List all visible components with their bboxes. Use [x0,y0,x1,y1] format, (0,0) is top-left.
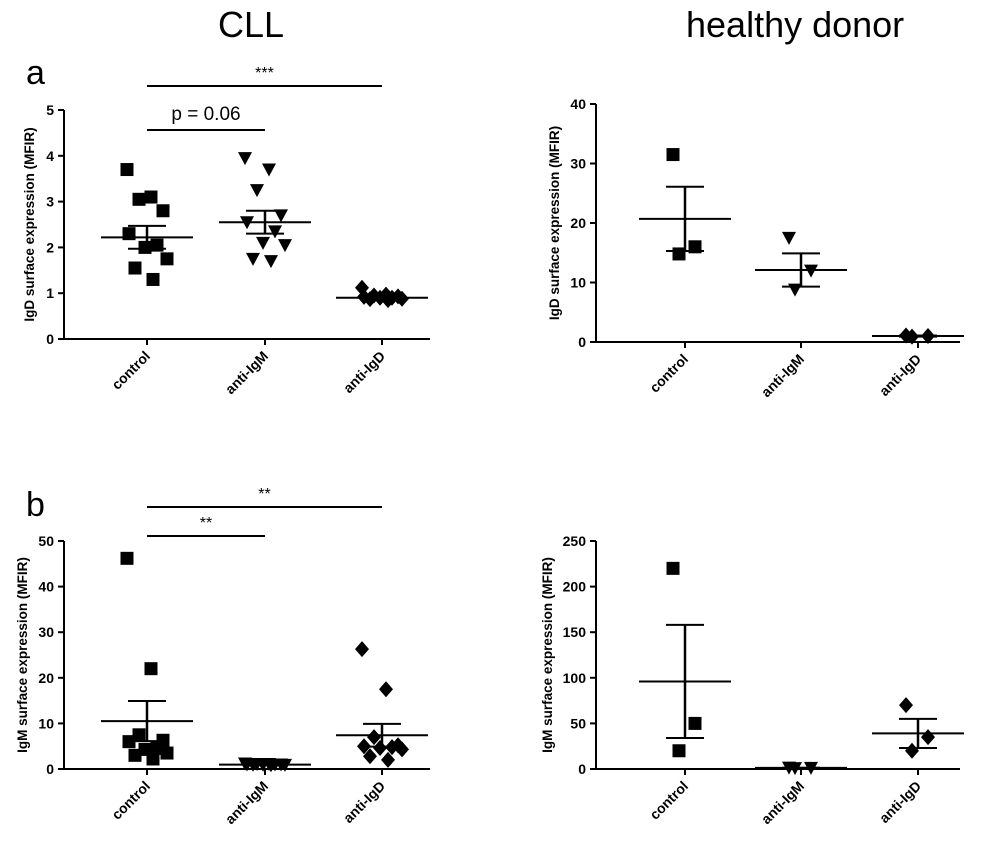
x-tick-label: anti-IgM [758,778,807,827]
y-axis-label: IgM surface expression (MFIR) [540,557,555,753]
y-axis-label: IgD surface expression (MFIR) [22,127,37,321]
data-point [238,152,252,166]
data-point [144,662,158,676]
x-tick-label: anti-IgM [758,351,807,400]
data-point [132,192,146,206]
y-tick-label: 0 [46,331,54,347]
data-point [274,209,288,223]
panel-label-b: b [26,486,45,524]
x-tick-label: anti-IgD [876,778,924,826]
data-point [278,239,292,253]
y-tick-label: 30 [570,156,586,172]
x-tick-label: anti-IgD [340,778,388,826]
chart-b-healthy: 0 50 100 150 200 250 IgM surface expression (M… [540,533,964,827]
data-point [373,740,387,757]
y-tick-label: 100 [563,670,587,686]
y-tick-label: 30 [38,624,54,640]
y-tick-label: 150 [563,624,587,640]
data-point [250,184,264,198]
y-tick-label: 3 [46,194,54,210]
data-point [146,752,160,766]
panel-label-a: a [26,54,45,92]
y-axis-label: IgD surface expression (MFIR) [547,126,562,320]
data-point [905,742,919,759]
data-point [381,751,395,768]
data-point [666,561,680,575]
data-point [150,741,164,755]
data-point [144,190,158,204]
y-tick-label: 4 [46,148,54,164]
x-tick-label: anti-IgM [222,348,271,397]
column-title-cll: CLL [218,4,285,45]
data-point [264,255,278,269]
y-tick-label: 50 [570,715,586,731]
y-tick-label: 0 [578,761,586,777]
data-point [120,163,134,177]
data-point [262,163,276,177]
y-tick-label: 0 [578,334,586,350]
data-point [156,204,170,218]
data-point [128,261,142,275]
significance-label: p = 0.06 [171,104,240,125]
data-point [672,744,686,758]
data-point [395,741,409,758]
x-tick-label: anti-IgM [222,778,271,827]
data-point [379,681,393,698]
data-point [146,272,160,286]
data-point [921,729,935,746]
significance-label: ** [200,515,212,532]
significance-label: ** [258,486,270,503]
data-point [672,247,686,261]
data-point [688,716,702,730]
data-point [367,729,381,746]
data-point [160,746,174,760]
data-point [138,240,152,254]
y-tick-label: 10 [570,275,586,291]
data-point [256,236,270,250]
column-title-healthy-donor: healthy donor [686,4,905,45]
y-tick-label: 10 [38,715,54,731]
y-tick-label: 50 [38,533,54,549]
y-tick-label: 40 [38,579,54,595]
y-tick-label: 20 [570,215,586,231]
x-tick-label: control [646,778,691,823]
y-tick-label: 5 [46,102,54,118]
y-tick-label: 0 [46,761,54,777]
x-tick-label: control [646,351,691,396]
chart-a-cll: 0 1 2 3 4 5 IgD surface expression (MFIR) contr… [22,65,430,397]
chart-b-cll: 0 10 20 30 40 50 IgM surface expression (MFIR)… [15,486,430,827]
x-tick-label: control [108,778,153,823]
y-tick-label: 1 [46,285,54,301]
y-axis-label: IgM surface expression (MFIR) [15,557,30,753]
y-tick-label: 200 [563,579,587,595]
data-point [899,697,913,714]
data-point [355,641,369,658]
data-point [132,728,146,742]
x-tick-label: anti-IgD [340,348,388,396]
data-point [246,252,260,266]
significance-label: *** [255,65,274,82]
data-point [782,231,796,245]
data-point [363,748,377,765]
y-tick-label: 250 [563,533,587,549]
chart-a-healthy: 0 10 20 30 40 IgD surface expression (MFIR) co… [547,96,964,400]
y-tick-label: 40 [570,96,586,112]
y-tick-label: 2 [46,239,54,255]
data-point [128,748,142,762]
data-point [268,225,282,239]
y-tick-label: 20 [38,670,54,686]
data-point [666,148,680,162]
data-point [120,551,134,565]
x-tick-label: control [108,348,153,393]
data-point [804,264,818,278]
x-tick-label: anti-IgD [876,351,924,399]
data-point [160,252,174,266]
